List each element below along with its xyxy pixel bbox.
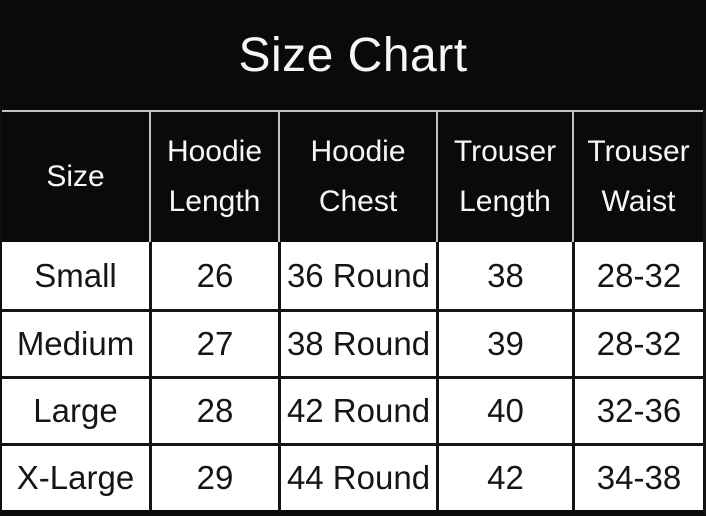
table-cell: 26 bbox=[149, 242, 278, 309]
table-cell: 39 bbox=[436, 309, 572, 376]
size-label: Large bbox=[2, 376, 149, 443]
table-cell: 28 bbox=[149, 376, 278, 443]
chart-title: Size Chart bbox=[238, 28, 468, 82]
table-cell: 42 bbox=[436, 443, 572, 510]
table-cell: 36 Round bbox=[278, 242, 436, 309]
table-cell: 29 bbox=[149, 443, 278, 510]
size-label: Small bbox=[2, 242, 149, 309]
table-cell: 27 bbox=[149, 309, 278, 376]
table-cell: 34-38 bbox=[572, 443, 703, 510]
size-label: X-Large bbox=[2, 443, 149, 510]
column-header-trouser-length: Trouser Length bbox=[436, 110, 572, 242]
table-cell: 44 Round bbox=[278, 443, 436, 510]
size-label: Medium bbox=[2, 309, 149, 376]
table-cell: 38 bbox=[436, 242, 572, 309]
table-cell: 40 bbox=[436, 376, 572, 443]
table-cell: 28-32 bbox=[572, 242, 703, 309]
column-header-trouser-waist: Trouser Waist bbox=[572, 110, 703, 242]
table-cell: 38 Round bbox=[278, 309, 436, 376]
table-cell: 28-32 bbox=[572, 309, 703, 376]
column-header-size: Size bbox=[2, 110, 149, 242]
column-header-hoodie-chest: Hoodie Chest bbox=[278, 110, 436, 242]
column-header-hoodie-length: Hoodie Length bbox=[149, 110, 278, 242]
table-cell: 42 Round bbox=[278, 376, 436, 443]
table-cell: 32-36 bbox=[572, 376, 703, 443]
title-band: Size Chart bbox=[0, 0, 706, 110]
size-table: Size Hoodie Length Hoodie Chest Trouser … bbox=[0, 110, 706, 516]
